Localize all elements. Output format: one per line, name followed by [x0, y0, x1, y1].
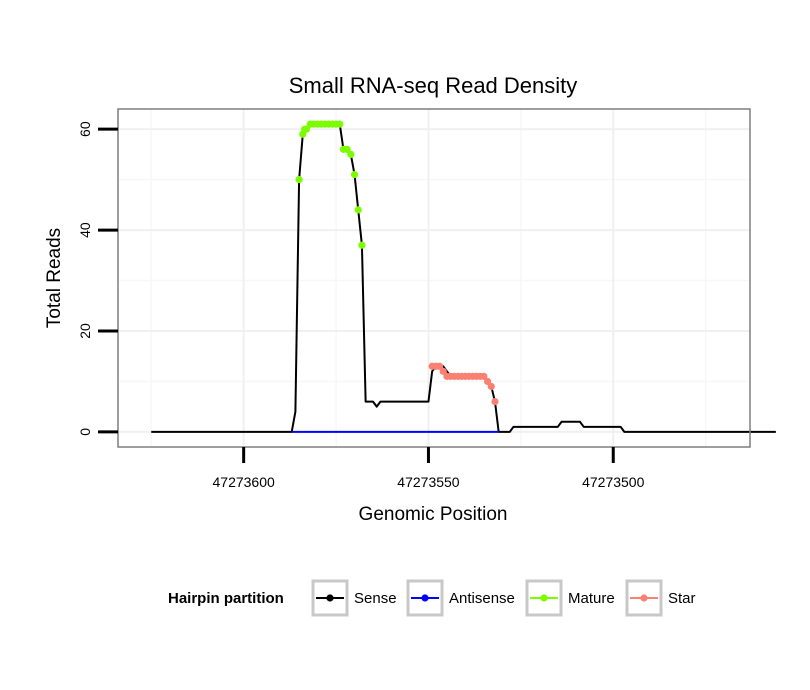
data-point-mature [347, 150, 355, 159]
data-point-mature [295, 176, 303, 184]
data-point-star [435, 362, 444, 370]
data-point-mature [358, 241, 366, 249]
legend-title: Hairpin partition [168, 590, 284, 607]
y-tick-label: 60 [77, 121, 93, 137]
legend-item-antisense: Antisense [406, 579, 515, 617]
data-point-mature [350, 170, 359, 179]
legend-item-sense: Sense [311, 579, 397, 617]
plot-panel [117, 108, 776, 448]
legend-key-point [326, 594, 334, 602]
legend-label-star: Star [668, 590, 696, 607]
plot-background [118, 109, 750, 447]
chart-title: Small RNA-seq Read Density [289, 73, 578, 98]
y-axis-title: Total Reads [44, 228, 65, 328]
series-layer [151, 120, 776, 433]
x-tick-label: 47273550 [397, 474, 460, 490]
series-points-star [428, 362, 499, 406]
grid-lines [118, 109, 750, 447]
data-point-star [487, 382, 495, 391]
x-axis-title: Genomic Position [359, 504, 508, 525]
data-point-star [480, 372, 488, 380]
legend-label-antisense: Antisense [449, 590, 515, 607]
legend-label-sense: Sense [354, 590, 397, 607]
legend-key-point [540, 594, 548, 602]
legend-item-star: Star [625, 579, 696, 617]
plot-border [117, 108, 751, 448]
y-tick-label: 0 [77, 428, 93, 436]
data-point-mature [354, 206, 362, 214]
legend-key-point [640, 594, 648, 602]
series-points-mature [295, 120, 366, 249]
legend-key-point [421, 594, 429, 602]
data-point-star [483, 377, 492, 386]
data-point-mature [302, 125, 311, 133]
data-point-star [439, 367, 447, 375]
y-tick-label: 40 [77, 222, 93, 238]
legend: Hairpin partition Sense Antisense Mature St… [168, 579, 696, 617]
x-axis: 47273600 47273550 47273500 [213, 447, 645, 490]
data-point-mature [343, 145, 351, 153]
x-tick-label: 47273600 [213, 474, 276, 490]
legend-label-mature: Mature [568, 590, 615, 607]
y-tick-label: 20 [77, 323, 93, 339]
data-point-star [491, 397, 499, 406]
legend-item-mature: Mature [525, 579, 615, 617]
data-point-mature [336, 120, 344, 128]
legend-entries: Sense Antisense Mature Star [311, 579, 696, 617]
x-tick-label: 47273500 [582, 474, 645, 490]
y-axis: 0 20 40 60 [77, 121, 118, 436]
